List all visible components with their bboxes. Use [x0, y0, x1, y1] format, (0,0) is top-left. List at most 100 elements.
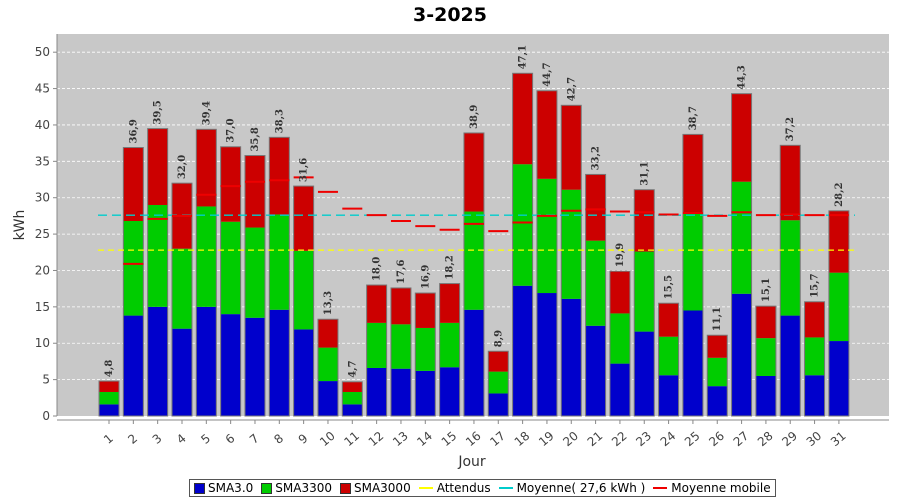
- x-tick-label: 13: [390, 429, 411, 450]
- bar-outline: [414, 292, 436, 417]
- data-label: 4,8: [104, 360, 115, 377]
- legend: SMA3.0 SMA3300 SMA3000 Attendus Moyenne(…: [189, 479, 776, 497]
- bar-segment: [828, 272, 849, 342]
- x-tick-label: 12: [366, 429, 387, 450]
- bar-segment: [415, 293, 436, 328]
- x-tick-label: 11: [341, 429, 362, 450]
- bar-segment: [512, 285, 533, 416]
- x-tick-label: 5: [198, 431, 213, 447]
- bar-segment: [585, 174, 606, 241]
- bar-segment: [196, 306, 217, 416]
- bar-segment: [488, 351, 509, 372]
- y-tick-label: 0: [42, 409, 50, 423]
- bar-segment: [609, 313, 630, 364]
- data-label: 44,7: [542, 62, 553, 86]
- bar-segment: [804, 337, 825, 376]
- bar-segment: [585, 240, 606, 326]
- bar-segment: [269, 137, 290, 215]
- y-axis-label: kWh: [12, 210, 28, 241]
- x-tick-label: 30: [804, 429, 825, 450]
- bar-segment: [634, 331, 655, 416]
- y-tick-label: 10: [35, 336, 50, 350]
- bar-segment: [415, 370, 436, 416]
- bar-segment: [99, 381, 119, 392]
- x-tick-label: 16: [463, 429, 484, 450]
- bar-segment: [293, 329, 314, 416]
- x-tick-label: 29: [779, 429, 800, 450]
- y-tick-label: 30: [35, 191, 50, 205]
- y-tick-label: 40: [35, 118, 50, 132]
- data-label: 17,6: [396, 260, 407, 284]
- bar-outline: [122, 147, 144, 417]
- bar-outline: [633, 189, 655, 417]
- bar-segment: [415, 327, 436, 371]
- x-tick-label: 3: [150, 431, 165, 447]
- bars: [98, 72, 850, 417]
- bar-segment: [366, 285, 387, 323]
- x-tick-label: 22: [609, 429, 630, 450]
- bar-segment: [488, 393, 509, 416]
- bar-segment: [244, 155, 265, 228]
- bar-segment: [439, 367, 460, 416]
- bar-segment: [780, 220, 801, 316]
- x-tick-label: 15: [439, 429, 460, 450]
- data-label: 38,9: [469, 105, 480, 129]
- bar-segment: [123, 315, 144, 416]
- data-label: 32,0: [177, 155, 188, 179]
- bar-segment: [780, 315, 801, 416]
- bar-outline: [804, 301, 826, 417]
- bar-segment: [731, 293, 752, 416]
- bar-segment: [634, 189, 655, 252]
- bar-outline: [220, 146, 242, 417]
- x-tick-label: 9: [296, 431, 311, 447]
- bar-segment: [171, 328, 192, 416]
- bar-segment: [123, 147, 144, 221]
- bar-segment: [366, 367, 387, 416]
- bar-segment: [463, 132, 484, 212]
- bar-segment: [463, 309, 484, 416]
- bar-segment: [342, 391, 363, 405]
- bar-segment: [317, 347, 338, 382]
- x-tick-label: 24: [658, 429, 679, 450]
- bar-segment: [269, 214, 290, 310]
- bar-segment: [390, 368, 411, 416]
- legend-label-sma30: SMA3.0: [208, 481, 254, 495]
- data-label: 36,9: [128, 119, 139, 143]
- y-tick-label: 35: [35, 154, 50, 168]
- x-tick-label: 26: [706, 429, 727, 450]
- bar-outline: [439, 283, 461, 417]
- bar-segment: [585, 325, 606, 416]
- bar-segment: [634, 251, 655, 332]
- data-label: 13,3: [323, 291, 334, 315]
- x-tick-label: 23: [633, 429, 654, 450]
- bar-outline: [779, 144, 801, 417]
- legend-label-sma3000: SMA3000: [353, 481, 411, 495]
- bar-segment: [707, 357, 728, 387]
- bar-segment: [220, 146, 241, 222]
- data-label: 33,2: [591, 146, 602, 170]
- bar-outline: [244, 155, 266, 417]
- legend-label-moyenne: Moyenne( 27,6 kWh ): [516, 481, 646, 495]
- bar-segment: [439, 322, 460, 368]
- legend-item-moyenne: Moyenne( 27,6 kWh ): [498, 481, 646, 495]
- data-label: 35,8: [250, 127, 261, 151]
- data-label: 38,7: [688, 106, 699, 130]
- legend-swatch-sma30: [194, 482, 205, 494]
- x-tick-label: 31: [828, 429, 849, 450]
- y-tick-label: 50: [35, 45, 50, 59]
- data-label: 16,9: [420, 265, 431, 289]
- y-tick-label: 5: [42, 373, 50, 387]
- bar-outline: [536, 90, 558, 417]
- x-tick-label: 10: [317, 429, 338, 450]
- x-tick-label: 27: [731, 429, 752, 450]
- bar-outline: [658, 302, 680, 417]
- legend-label-moyenne-mobile: Moyenne mobile: [671, 481, 771, 495]
- bar-outline: [268, 136, 290, 417]
- bar-segment: [220, 221, 241, 315]
- bar-outline: [293, 185, 315, 417]
- bar-segment: [755, 338, 776, 376]
- data-label: 39,5: [153, 100, 164, 124]
- legend-item-sma30: SMA3.0: [194, 481, 253, 495]
- bar-segment: [828, 341, 849, 416]
